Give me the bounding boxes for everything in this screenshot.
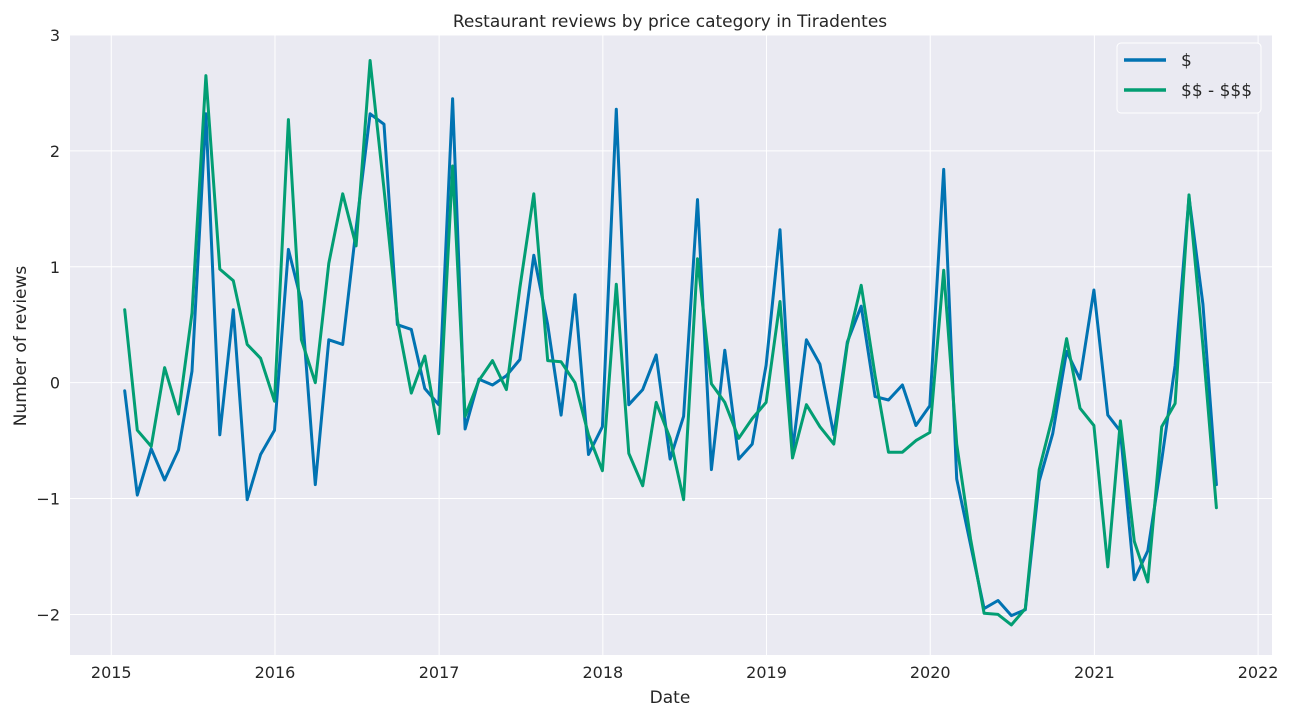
y-tick-label: 2 bbox=[50, 142, 60, 161]
series-layer bbox=[123, 59, 1218, 627]
y-axis-ticks: −2 −1 0 1 2 3 bbox=[36, 26, 60, 624]
legend: $ $$ - $$$ bbox=[1116, 42, 1262, 114]
y-tick-label: −2 bbox=[36, 605, 60, 624]
grid-lines bbox=[70, 34, 1272, 655]
y-tick-label: 0 bbox=[50, 374, 60, 393]
x-tick-label: 2015 bbox=[91, 663, 132, 682]
x-tick-label: 2019 bbox=[746, 663, 787, 682]
x-tick-label: 2021 bbox=[1074, 663, 1115, 682]
y-axis-label: Number of reviews bbox=[11, 266, 31, 427]
y-tick-label: 1 bbox=[50, 258, 60, 277]
legend-label-1: $$ - $$$ bbox=[1181, 81, 1252, 101]
x-tick-label: 2018 bbox=[582, 663, 623, 682]
y-tick-label: 3 bbox=[50, 26, 60, 45]
x-axis-label: Date bbox=[650, 688, 691, 708]
y-tick-label: −1 bbox=[36, 490, 60, 509]
x-tick-label: 2020 bbox=[910, 663, 951, 682]
x-axis-ticks: 2015 2016 2017 2018 2019 2020 2021 2022 bbox=[91, 663, 1279, 682]
x-tick-label: 2022 bbox=[1238, 663, 1279, 682]
legend-label-0: $ bbox=[1181, 51, 1192, 71]
x-tick-label: 2016 bbox=[255, 663, 296, 682]
plot-area bbox=[70, 35, 1272, 655]
x-tick-label: 2017 bbox=[419, 663, 460, 682]
series-line-1 bbox=[123, 59, 1218, 627]
chart-title: Restaurant reviews by price category in … bbox=[453, 12, 887, 32]
